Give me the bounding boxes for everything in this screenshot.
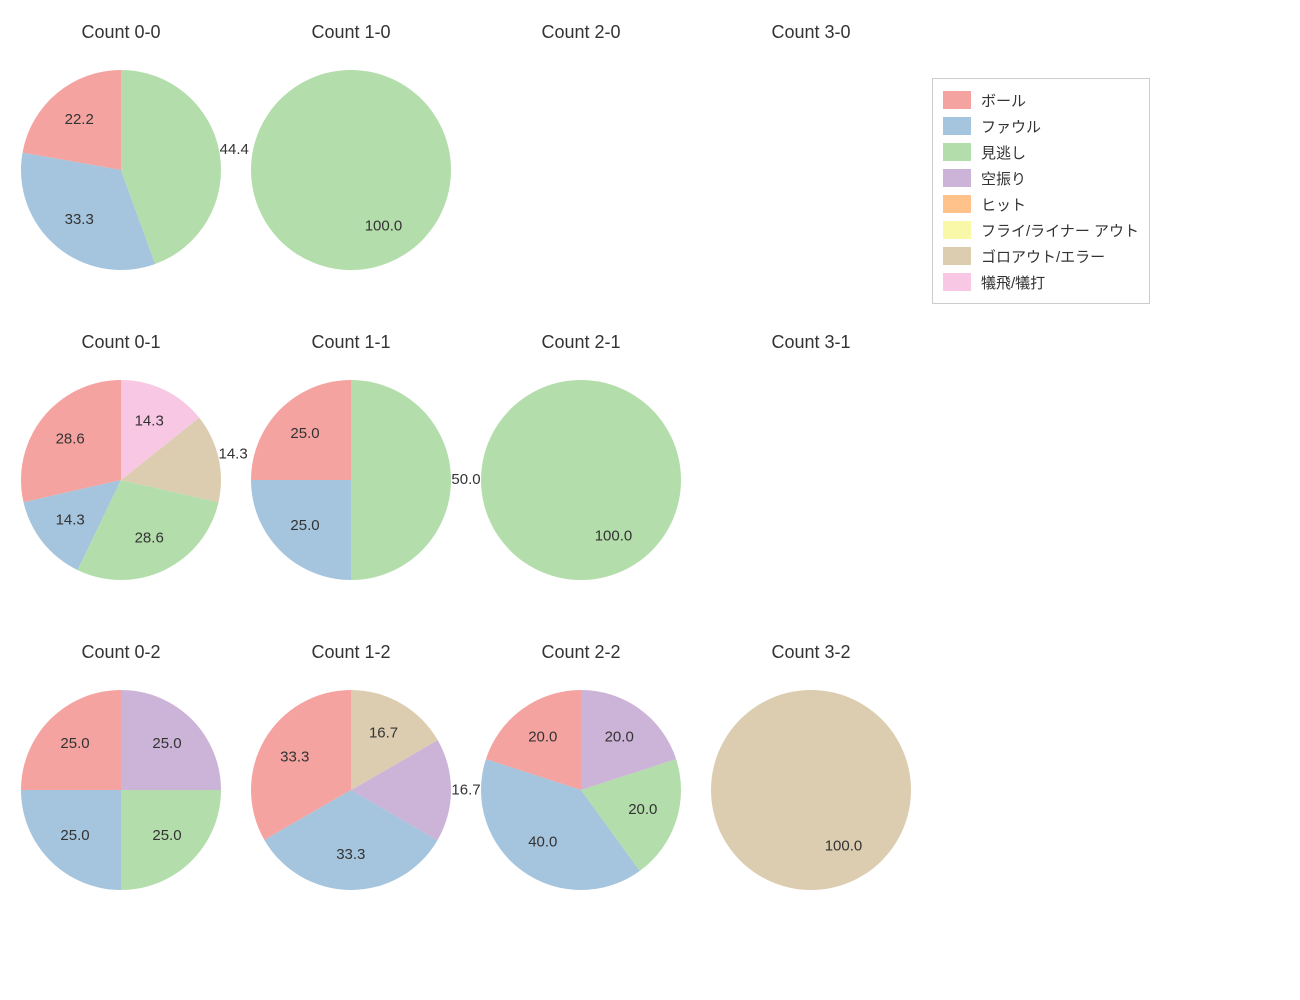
legend-item: ヒット xyxy=(943,191,1139,217)
slice-label: 20.0 xyxy=(528,728,557,745)
legend-item: 空振り xyxy=(943,165,1139,191)
slice-label: 28.6 xyxy=(56,430,85,447)
pie-cell: Count 2-1 100.0 xyxy=(466,320,696,630)
pie-chart: 100.0 xyxy=(711,690,911,890)
pie-slice xyxy=(351,380,451,580)
legend-item: ファウル xyxy=(943,113,1139,139)
chart-title: Count 0-0 xyxy=(6,22,236,43)
slice-label: 25.0 xyxy=(290,425,319,442)
legend-item: 犠飛/犠打 xyxy=(943,269,1139,295)
pie-cell: Count 0-128.614.328.614.314.3 xyxy=(6,320,236,630)
pie-cell: Count 3-2 100.0 xyxy=(696,630,926,940)
legend-item: フライ/ライナー アウト xyxy=(943,217,1139,243)
legend-swatch xyxy=(943,195,971,213)
chart-title: Count 2-1 xyxy=(466,332,696,353)
slice-label: 100.0 xyxy=(825,837,863,854)
pie-cell: Count 3-0 xyxy=(696,10,926,320)
legend-swatch xyxy=(943,247,971,265)
pie-slice xyxy=(481,380,681,580)
slice-label: 25.0 xyxy=(60,735,89,752)
legend-swatch xyxy=(943,117,971,135)
pie-chart: 100.0 xyxy=(251,70,451,270)
chart-title: Count 1-0 xyxy=(236,22,466,43)
legend: ボールファウル見逃し空振りヒットフライ/ライナー アウトゴロアウト/エラー犠飛/… xyxy=(932,78,1150,304)
pie-cell: Count 1-233.333.316.716.7 xyxy=(236,630,466,940)
legend-label: ヒット xyxy=(981,194,1026,215)
pie-chart: 33.333.316.716.7 xyxy=(251,690,451,890)
legend-label: 空振り xyxy=(981,168,1026,189)
slice-label: 14.3 xyxy=(56,511,85,528)
slice-label: 14.3 xyxy=(135,412,164,429)
slice-label: 25.0 xyxy=(152,827,181,844)
pie-chart: 20.0 40.0 20.0 20.0 xyxy=(481,690,681,890)
slice-label: 28.6 xyxy=(135,530,164,547)
slice-label: 40.0 xyxy=(528,834,557,851)
chart-title: Count 1-1 xyxy=(236,332,466,353)
chart-title: Count 3-2 xyxy=(696,642,926,663)
slice-label: 22.2 xyxy=(65,111,94,128)
legend-swatch xyxy=(943,221,971,239)
slice-label: 20.0 xyxy=(628,801,657,818)
legend-swatch xyxy=(943,169,971,187)
pie-cell: Count 1-0 100.0 xyxy=(236,10,466,320)
legend-label: 見逃し xyxy=(981,142,1026,163)
pie-cell: Count 2-2 20.0 40.0 20.0 20.0 xyxy=(466,630,696,940)
pie-chart: 25.0 25.0 25.0 25.0 xyxy=(21,690,221,890)
legend-swatch xyxy=(943,91,971,109)
pie-chart: 100.0 xyxy=(481,380,681,580)
legend-label: フライ/ライナー アウト xyxy=(981,220,1139,241)
pie-slice xyxy=(711,690,911,890)
slice-label: 33.3 xyxy=(65,211,94,228)
pie-chart: 28.614.328.614.314.3 xyxy=(21,380,221,580)
pie-cell: Count 0-022.233.344.4 xyxy=(6,10,236,320)
legend-item: 見逃し xyxy=(943,139,1139,165)
chart-title: Count 2-2 xyxy=(466,642,696,663)
pie-cell: Count 2-0 xyxy=(466,10,696,320)
slice-label: 33.3 xyxy=(280,748,309,765)
slice-label: 25.0 xyxy=(290,517,319,534)
chart-title: Count 2-0 xyxy=(466,22,696,43)
legend-item: ボール xyxy=(943,87,1139,113)
pie-cell: Count 0-2 25.0 25.0 25.0 25.0 xyxy=(6,630,236,940)
pie-slice xyxy=(251,70,451,270)
legend-label: ゴロアウト/エラー xyxy=(981,246,1105,267)
pie-cell: Count 3-1 xyxy=(696,320,926,630)
legend-item: ゴロアウト/エラー xyxy=(943,243,1139,269)
slice-label: 20.0 xyxy=(605,728,634,745)
legend-swatch xyxy=(943,143,971,161)
legend-label: ボール xyxy=(981,90,1026,111)
pie-chart: 25.025.050.0 xyxy=(251,380,451,580)
slice-label: 33.3 xyxy=(336,846,365,863)
pie-chart: 22.233.344.4 xyxy=(21,70,221,270)
chart-title: Count 0-1 xyxy=(6,332,236,353)
slice-label: 25.0 xyxy=(60,827,89,844)
slice-label: 100.0 xyxy=(595,527,633,544)
legend-swatch xyxy=(943,273,971,291)
slice-label: 25.0 xyxy=(152,735,181,752)
legend-label: ファウル xyxy=(981,116,1041,137)
chart-title: Count 1-2 xyxy=(236,642,466,663)
slice-label: 100.0 xyxy=(365,217,403,234)
chart-title: Count 0-2 xyxy=(6,642,236,663)
chart-grid: Count 0-022.233.344.4Count 1-0100.0Count… xyxy=(0,0,1300,1000)
legend-label: 犠飛/犠打 xyxy=(981,272,1045,293)
pie-cell: Count 1-125.025.050.0 xyxy=(236,320,466,630)
chart-title: Count 3-1 xyxy=(696,332,926,353)
slice-label: 16.7 xyxy=(369,725,398,742)
chart-title: Count 3-0 xyxy=(696,22,926,43)
